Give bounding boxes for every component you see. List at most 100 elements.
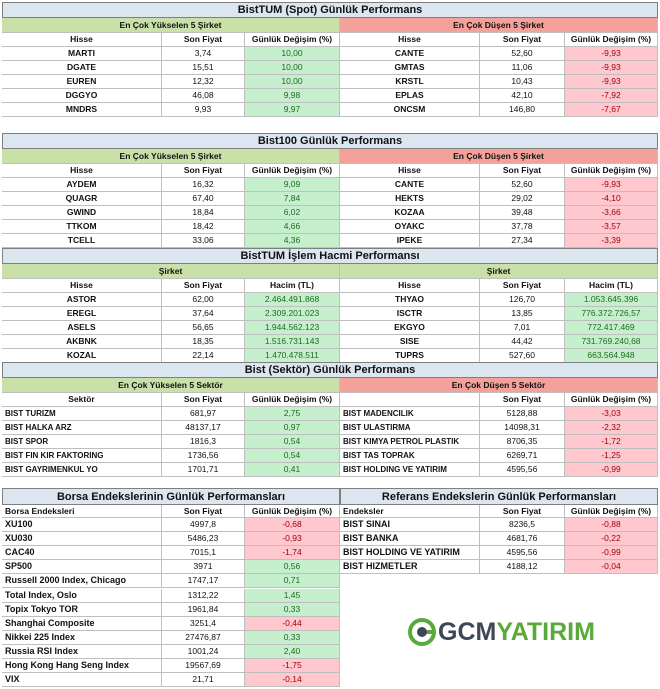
row-name: TUPRS <box>340 349 480 363</box>
change-value: 7,84 <box>245 192 340 206</box>
subtitle: En Çok Yükselen 5 Sektör <box>2 378 340 393</box>
row-name: Russell 2000 Index, Chicago <box>2 574 162 589</box>
change-value: -3,57 <box>565 220 658 234</box>
column-header: Hisse <box>2 279 162 293</box>
change-value: 1.944.562.123 <box>245 321 340 335</box>
change-value: 0,54 <box>245 435 340 449</box>
price: 1747,17 <box>162 574 245 589</box>
column-header: Sektör <box>2 393 162 407</box>
change-value: 0,71 <box>245 574 340 589</box>
change-value: 9,09 <box>245 178 340 192</box>
column-header: Son Fiyat <box>162 164 245 178</box>
change-value: 0,56 <box>245 560 340 575</box>
column-header: Son Fiyat <box>162 393 245 407</box>
column-header: Günlük Değişim (%) <box>565 33 658 47</box>
price: 6269,71 <box>480 449 565 463</box>
price: 48137,17 <box>162 421 245 435</box>
price: 21,71 <box>162 673 245 688</box>
row-name: BIST HOLDING VE YATIRIM <box>340 463 480 477</box>
change-value: 10,00 <box>245 47 340 61</box>
row-name: BIST FIN KIR FAKTORING <box>2 449 162 463</box>
row-name: XU100 <box>2 518 162 533</box>
price: 4595,56 <box>480 546 565 561</box>
row-name: GMTAS <box>340 61 480 75</box>
row-name: SISE <box>340 335 480 349</box>
row-name: BIST HIZMETLER <box>340 560 480 575</box>
change-value: -7,92 <box>565 89 658 103</box>
row-name: IPEKE <box>340 234 480 248</box>
row-name: GWIND <box>2 206 162 220</box>
change-value: 776.372.726,57 <box>565 307 658 321</box>
price: 18,84 <box>162 206 245 220</box>
price: 11,06 <box>480 61 565 75</box>
row-name: KRSTL <box>340 75 480 89</box>
subtitle: En Çok Düşen 5 Şirket <box>340 18 658 33</box>
column-header: Son Fiyat <box>480 505 565 518</box>
price: 5486,23 <box>162 532 245 547</box>
row-name: BIST KIMYA PETROL PLASTIK <box>340 435 480 449</box>
price: 52,60 <box>480 47 565 61</box>
row-name: BIST ULASTIRMA <box>340 421 480 435</box>
section-title: Bist (Sektör) Günlük Performans <box>2 362 658 378</box>
column-header: Hisse <box>340 164 480 178</box>
column-header: Günlük Değişim (%) <box>565 393 658 407</box>
row-name: Shanghai Composite <box>2 616 162 631</box>
column-header: Hacim (TL) <box>565 279 658 293</box>
price: 4595,56 <box>480 463 565 477</box>
column-header: Son Fiyat <box>480 393 565 407</box>
price: 44,42 <box>480 335 565 349</box>
change-value: 6,02 <box>245 206 340 220</box>
table-title: Referans Endekslerin Günlük Performansla… <box>340 488 658 505</box>
column-header: Hisse <box>340 279 480 293</box>
logo-text: GCM <box>438 617 497 646</box>
change-value: 0,97 <box>245 421 340 435</box>
row-name: DGGYO <box>2 89 162 103</box>
change-value: 10,00 <box>245 75 340 89</box>
change-value: 2.464.491.868 <box>245 293 340 307</box>
price: 4681,76 <box>480 532 565 547</box>
price: 15,51 <box>162 61 245 75</box>
row-name: BIST MADENCILIK <box>340 407 480 421</box>
row-name: BIST SPOR <box>2 435 162 449</box>
change-value: 0,41 <box>245 463 340 477</box>
row-name: Topix Tokyo TOR <box>2 602 162 617</box>
change-value: -0,44 <box>245 616 340 631</box>
row-name: BIST BANKA <box>340 532 480 547</box>
price: 14098,31 <box>480 421 565 435</box>
change-value: 2,40 <box>245 644 340 659</box>
change-value: -1,72 <box>565 435 658 449</box>
change-value: -0,93 <box>245 532 340 547</box>
logo-text: YATIRIM <box>496 617 595 646</box>
change-value: -9,93 <box>565 47 658 61</box>
change-value: 4,66 <box>245 220 340 234</box>
column-header: Günlük Değişim (%) <box>245 393 340 407</box>
row-name: AKBNK <box>2 335 162 349</box>
price: 8706,35 <box>480 435 565 449</box>
price: 29,02 <box>480 192 565 206</box>
change-value: -9,93 <box>565 61 658 75</box>
column-header: Günlük Değişim (%) <box>245 164 340 178</box>
price: 19567,69 <box>162 659 245 674</box>
price: 8236,5 <box>480 518 565 533</box>
row-name: ONCSM <box>340 103 480 117</box>
change-value: -0,14 <box>245 673 340 688</box>
price: 1001,24 <box>162 644 245 659</box>
row-name: Russia RSI Index <box>2 644 162 659</box>
price: 1701,71 <box>162 463 245 477</box>
row-name: KOZAL <box>2 349 162 363</box>
price: 46,08 <box>162 89 245 103</box>
change-value: -9,93 <box>565 178 658 192</box>
change-value: -1,74 <box>245 546 340 561</box>
price: 126,70 <box>480 293 565 307</box>
row-name: EPLAS <box>340 89 480 103</box>
column-header: Günlük Değişim (%) <box>245 505 340 518</box>
change-value: 1.470.478.511 <box>245 349 340 363</box>
column-header: Son Fiyat <box>480 33 565 47</box>
column-header: Hisse <box>340 33 480 47</box>
change-value: 9,98 <box>245 89 340 103</box>
price: 62,00 <box>162 293 245 307</box>
row-name: TCELL <box>2 234 162 248</box>
change-value: -0,68 <box>245 518 340 533</box>
price: 39,48 <box>480 206 565 220</box>
change-value: -3,66 <box>565 206 658 220</box>
